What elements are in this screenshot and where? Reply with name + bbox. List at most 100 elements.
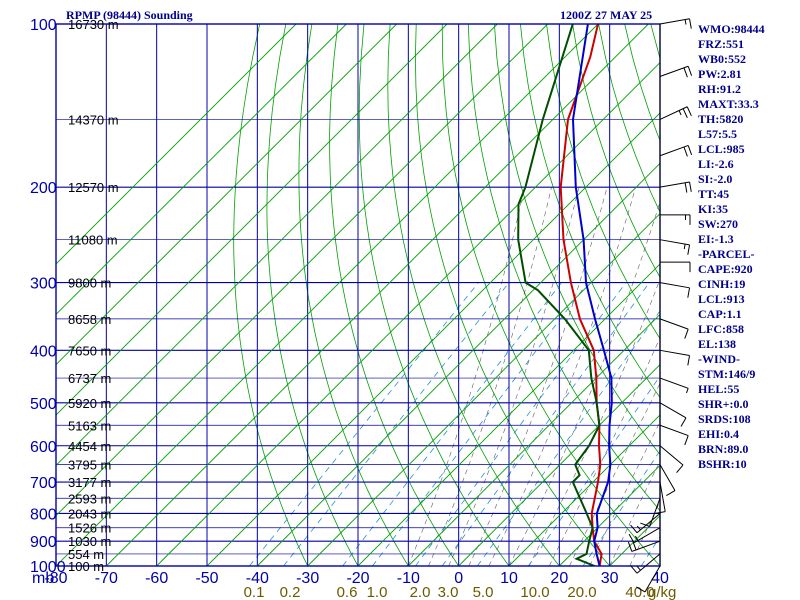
height-label: 7650 m — [68, 343, 111, 358]
temperature-tick-label: 10 — [500, 570, 518, 587]
barb-staff — [659, 424, 689, 437]
barb-staff — [636, 513, 661, 534]
mixing-ratio-label: 2.0 — [410, 584, 431, 600]
stat-line: EI:-1.3 — [698, 232, 734, 246]
barb-flag — [689, 18, 692, 29]
mixing-ratio-line — [342, 282, 562, 566]
isotherm — [56, 24, 347, 315]
isotherm — [408, 313, 660, 566]
stat-line: LCL:985 — [698, 142, 745, 156]
isotherm — [156, 62, 660, 566]
mixing-ratio-line — [249, 282, 479, 566]
stat-line: BRN:89.0 — [698, 442, 749, 456]
barb-flag — [689, 181, 692, 192]
height-label: 6737 m — [68, 371, 111, 386]
barb-flag — [636, 586, 646, 593]
pressure-tick-label: 800 — [30, 506, 57, 523]
stat-line: SRDS:108 — [698, 412, 751, 426]
sounding-time: 1200Z 27 MAY 25 — [560, 8, 653, 22]
pressure-tick-label: 900 — [30, 534, 57, 551]
parcel-profile — [571, 24, 613, 566]
wind-barb — [660, 214, 691, 225]
height-label: 5163 m — [68, 418, 111, 433]
stat-line: RH:91.2 — [698, 82, 741, 96]
mixing-ratio-label: 0.2 — [280, 584, 301, 600]
moist-adiabat — [549, 336, 660, 566]
barb-flag — [678, 110, 682, 116]
barb-flag — [683, 146, 688, 157]
dewpoint-profile — [517, 24, 601, 566]
barb-staff — [644, 565, 661, 593]
isotherm — [357, 263, 660, 566]
moist-adiabat — [569, 382, 660, 566]
height-label: 14370 m — [68, 112, 119, 127]
height-label: 554 m — [68, 547, 104, 562]
pressure-tick-label: 400 — [30, 343, 57, 360]
barb-staff — [649, 498, 661, 527]
stat-line: BSHR:10 — [698, 457, 747, 471]
mixing-ratio-line — [415, 282, 627, 566]
pressure-tick-label: 300 — [30, 276, 57, 293]
barb-flag — [627, 541, 633, 552]
mixing-ratio-line — [582, 450, 660, 566]
barb-flag — [684, 328, 689, 339]
wind-barb — [628, 527, 661, 544]
moist-adiabat — [468, 187, 608, 566]
barb-staff — [659, 481, 666, 512]
barb-flag — [686, 106, 692, 117]
barb-flag — [687, 145, 693, 156]
wind-barb — [659, 445, 684, 474]
isotherm — [307, 213, 660, 566]
mixing-ratio-line — [528, 375, 660, 566]
pressure-tick-label: 700 — [30, 475, 57, 492]
mixing-ratio-label: 10.0 — [520, 584, 549, 600]
barb-flag — [630, 524, 638, 534]
wind-barb — [659, 144, 693, 157]
plot-area — [56, 24, 660, 566]
stat-line: HEL:55 — [698, 382, 740, 396]
barb-staff — [659, 239, 690, 246]
wind-barb — [659, 65, 693, 78]
moist-adiabat — [528, 278, 660, 566]
mixing-ratio-label: 1.0 — [367, 584, 388, 600]
stat-line: MAXT:33.3 — [698, 97, 759, 111]
barb-staff — [659, 349, 690, 357]
barb-flag — [640, 522, 650, 527]
temperature-tick-label: -50 — [195, 570, 218, 587]
temperature-tick-label: 20 — [550, 570, 568, 587]
mixing-ratio-label: 3.0 — [438, 584, 459, 600]
dry-adiabat — [414, 24, 611, 566]
height-label: 1526 m — [68, 521, 111, 536]
barb-staff — [659, 464, 676, 491]
barb-flag — [687, 287, 691, 298]
wind-barb — [630, 553, 661, 574]
temperature-tick-label: 0 — [454, 570, 463, 587]
height-label: 2043 m — [68, 506, 111, 521]
isotherm — [56, 24, 599, 566]
barb-flag — [632, 540, 637, 551]
stat-line: KI:35 — [698, 202, 728, 216]
pressure-tick-label: 600 — [30, 439, 57, 456]
barb-flag — [636, 525, 641, 531]
stats-panel: WMO:98444 FRZ:551 WB0:552 PW:2.81 RH:91.2 MAX… — [698, 22, 798, 472]
barb-flag — [683, 67, 688, 78]
stat-line: SI:-2.0 — [698, 172, 733, 186]
dry-adiabat — [441, 24, 660, 566]
wind-barb — [659, 377, 689, 394]
isotherm — [458, 364, 660, 566]
axis-label-mb: mb — [32, 570, 54, 587]
isotherm — [257, 162, 660, 566]
pressure-tick-label: 100 — [30, 17, 57, 34]
barb-flag — [683, 244, 686, 250]
wind-barb — [659, 349, 691, 366]
moist-adiabat — [589, 421, 660, 566]
wind-barb — [627, 540, 661, 552]
wind-barb — [659, 18, 692, 29]
temperature-tick-label: -40 — [246, 570, 269, 587]
barb-staff — [636, 553, 661, 574]
barb-staff — [659, 106, 688, 120]
isotherm — [106, 24, 649, 566]
stat-line: CAP:1.1 — [698, 307, 742, 321]
mixing-ratio-label: 5.0 — [473, 584, 494, 600]
barb-flag — [684, 182, 688, 193]
